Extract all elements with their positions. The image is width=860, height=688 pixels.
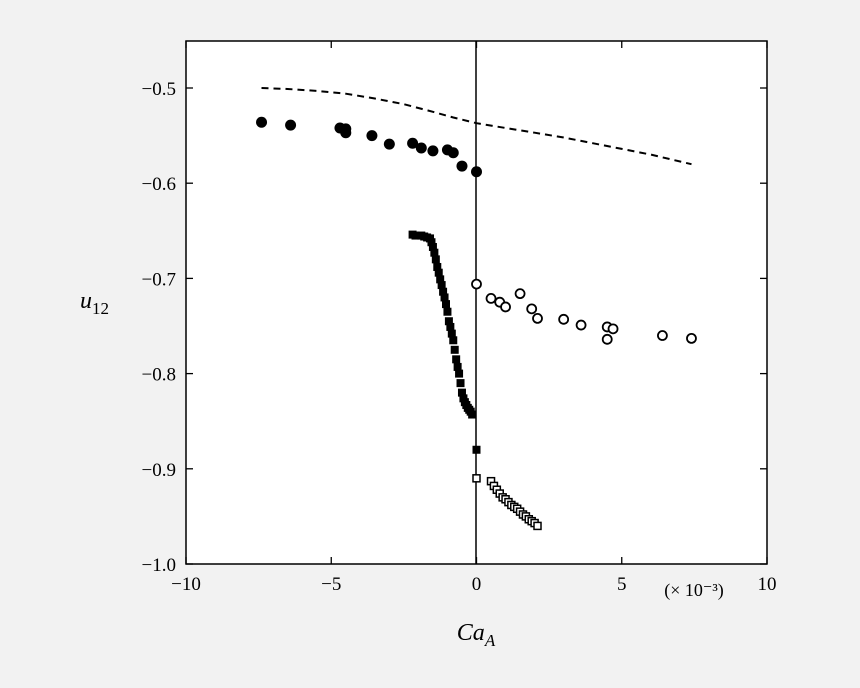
x-tick-label: 10 [758, 574, 777, 595]
series-filled-square [408, 230, 481, 454]
point-open-circle [607, 323, 619, 335]
y-axis-label: u12 [80, 288, 109, 318]
point-filled-square [433, 262, 442, 271]
y-tick-label: −0.6 [142, 174, 176, 195]
point-filled-square [427, 238, 436, 247]
point-filled-circle [447, 147, 459, 159]
point-filled-square [453, 362, 462, 371]
y-tick-label: −0.5 [142, 79, 176, 100]
x-axis-label: CaA [457, 620, 496, 650]
series-open-circle [471, 278, 697, 345]
axis-ticks: −10 −5 0 5 10 −1.0 −0.9 −0.8 −0.7 −0.6 −0.5 [142, 41, 777, 595]
x-tick-label: −5 [321, 574, 341, 595]
y-tick-label: −0.7 [142, 269, 176, 290]
point-open-square [533, 521, 542, 531]
point-filled-square [430, 248, 439, 257]
point-filled-circle [415, 142, 427, 154]
point-filled-square [428, 242, 437, 251]
point-filled-circle [256, 116, 268, 128]
point-open-circle [500, 301, 511, 313]
series-open-square [472, 474, 542, 531]
point-open-circle [485, 292, 497, 304]
point-filled-square [411, 231, 420, 240]
dashed-curve [261, 87, 692, 166]
point-filled-square [457, 388, 466, 397]
point-filled-square [441, 300, 450, 309]
point-open-square [472, 474, 481, 483]
point-filled-circle [471, 166, 482, 178]
point-filled-square [446, 322, 455, 331]
point-filled-circle [366, 130, 378, 142]
point-open-circle [601, 333, 613, 345]
point-filled-square [450, 345, 459, 354]
point-open-circle [558, 313, 570, 325]
point-filled-square [452, 355, 461, 364]
y-tick-label: −0.9 [142, 460, 176, 481]
point-filled-square [472, 445, 481, 454]
x-tick-label: 0 [472, 574, 482, 595]
point-open-circle [532, 312, 543, 324]
data-marks [256, 87, 697, 531]
x-axis-label-subscript: A [484, 631, 496, 650]
point-filled-circle [383, 138, 395, 150]
point-filled-circle [407, 137, 419, 149]
point-filled-circle [456, 160, 468, 172]
y-tick-label: −1.0 [142, 555, 176, 576]
series-filled-circle [256, 116, 482, 178]
x-tick-label: 5 [617, 574, 627, 595]
point-filled-square [434, 268, 443, 277]
point-filled-circle [427, 145, 439, 157]
point-open-circle [514, 288, 526, 300]
point-open-circle [526, 303, 538, 315]
point-filled-circle [340, 127, 352, 139]
x-scale-note: (× 10⁻³) [664, 580, 724, 601]
point-filled-square [439, 287, 448, 296]
point-filled-square [455, 369, 464, 378]
point-open-circle [471, 278, 482, 290]
point-open-circle [575, 319, 587, 331]
point-filled-square [437, 281, 446, 290]
point-filled-square [444, 317, 453, 326]
point-filled-square [456, 379, 465, 388]
point-filled-square [468, 410, 477, 419]
series-dashed-line [261, 87, 692, 166]
y-tick-label: −0.8 [142, 365, 176, 386]
point-filled-square [431, 255, 440, 264]
point-filled-circle [285, 119, 297, 131]
x-tick-label: −10 [171, 574, 201, 595]
point-filled-square [447, 329, 456, 338]
point-open-circle [657, 330, 668, 341]
point-open-circle [686, 332, 697, 344]
point-filled-square [440, 293, 449, 302]
point-filled-square [436, 275, 445, 284]
point-filled-square [443, 307, 452, 316]
point-filled-square [449, 336, 458, 345]
y-axis-label-subscript: 12 [92, 299, 109, 318]
